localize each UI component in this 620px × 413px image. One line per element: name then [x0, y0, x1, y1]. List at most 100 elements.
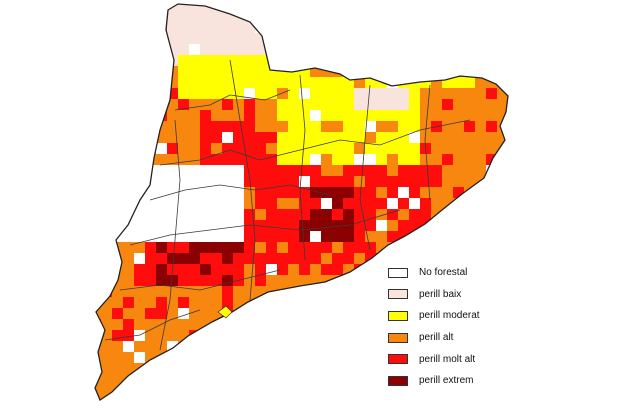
danger-cell [134, 374, 145, 385]
danger-cell [200, 407, 211, 413]
danger-cell [101, 352, 112, 363]
danger-cell [266, 231, 277, 242]
danger-cell [442, 143, 453, 154]
danger-cell [310, 220, 321, 231]
danger-cell [134, 55, 145, 66]
danger-cell [112, 363, 123, 374]
danger-cell [255, 308, 266, 319]
danger-cell [420, 11, 431, 22]
danger-cell [354, 33, 365, 44]
danger-cell [299, 385, 310, 396]
danger-cell [222, 374, 233, 385]
danger-cell [442, 220, 453, 231]
danger-cell [475, 198, 486, 209]
danger-cell [200, 297, 211, 308]
danger-cell [431, 176, 442, 187]
danger-cell [95, 110, 101, 121]
danger-cell [134, 143, 145, 154]
danger-cell [134, 396, 145, 400]
danger-cell [508, 55, 519, 66]
danger-cell [519, 176, 530, 187]
danger-cell [255, 374, 266, 385]
danger-cell [156, 374, 167, 385]
danger-cell [123, 385, 134, 396]
danger-cell [189, 352, 200, 363]
danger-cell [266, 308, 277, 319]
danger-cell [145, 121, 156, 132]
danger-cell [266, 165, 277, 176]
danger-cell [365, 396, 376, 400]
danger-cell [387, 110, 398, 121]
danger-cell [189, 11, 200, 22]
danger-cell [420, 44, 431, 55]
danger-cell [343, 154, 354, 165]
danger-cell [453, 11, 464, 22]
danger-cell [156, 154, 167, 165]
danger-cell [299, 363, 310, 374]
danger-cell [244, 44, 255, 55]
danger-cell [178, 231, 189, 242]
danger-cell [101, 363, 112, 374]
danger-cell [508, 22, 519, 33]
danger-cell [299, 308, 310, 319]
danger-cell [95, 4, 101, 11]
danger-cell [123, 275, 134, 286]
danger-cell [255, 209, 266, 220]
danger-cell [332, 176, 343, 187]
danger-cell [497, 121, 508, 132]
danger-cell [343, 341, 354, 352]
danger-cell [145, 209, 156, 220]
danger-cell [233, 22, 244, 33]
danger-cell [156, 209, 167, 220]
danger-cell [288, 99, 299, 110]
danger-cell [200, 330, 211, 341]
danger-cell [409, 22, 420, 33]
danger-cell [332, 253, 343, 264]
danger-cell [95, 286, 101, 297]
danger-cell [376, 374, 387, 385]
danger-cell [134, 99, 145, 110]
danger-cell [244, 220, 255, 231]
danger-cell [398, 77, 409, 88]
danger-cell [266, 99, 277, 110]
danger-cell [156, 4, 167, 11]
danger-cell [409, 4, 420, 11]
danger-cell [464, 209, 475, 220]
danger-cell [376, 165, 387, 176]
danger-cell [519, 198, 530, 209]
danger-cell [123, 198, 134, 209]
danger-cell [123, 396, 134, 400]
danger-cell [464, 154, 475, 165]
danger-cell [255, 4, 266, 11]
danger-cell [277, 374, 288, 385]
danger-cell [519, 66, 530, 77]
danger-cell [222, 198, 233, 209]
danger-cell [95, 198, 101, 209]
danger-cell [145, 330, 156, 341]
danger-cell [519, 187, 530, 198]
danger-cell [387, 55, 398, 66]
danger-cell [167, 99, 178, 110]
catalonia-outline [94, 3, 509, 401]
danger-cell [101, 77, 112, 88]
danger-cell [134, 44, 145, 55]
danger-cell [178, 4, 189, 11]
danger-cell [189, 55, 200, 66]
danger-cell [354, 363, 365, 374]
danger-cell [365, 297, 376, 308]
danger-cell [112, 11, 123, 22]
danger-cell [332, 55, 343, 66]
danger-cell [376, 55, 387, 66]
danger-cell [332, 77, 343, 88]
danger-cell [222, 396, 233, 400]
danger-cell [409, 407, 420, 413]
danger-cell [112, 297, 123, 308]
danger-cell [508, 132, 519, 143]
danger-cell [255, 11, 266, 22]
danger-cell [365, 264, 376, 275]
danger-cell [508, 121, 519, 132]
danger-cell [222, 187, 233, 198]
danger-cell [442, 11, 453, 22]
danger-cell [211, 154, 222, 165]
danger-cell [420, 110, 431, 121]
